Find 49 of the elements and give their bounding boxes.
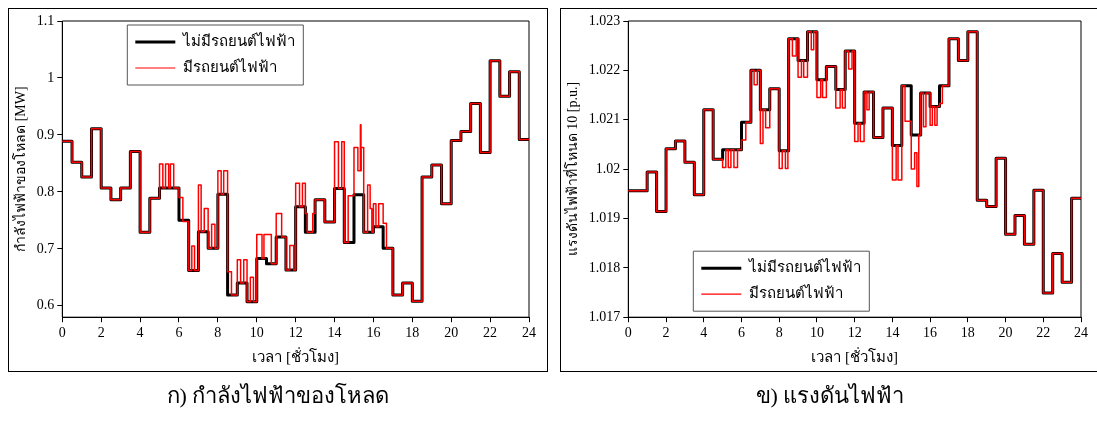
y-tick-label: 1.018: [588, 259, 621, 275]
y-tick-label: 1.019: [588, 210, 621, 226]
y-tick-label: 1.022: [588, 62, 621, 78]
y-tick-label: 0.9: [36, 126, 55, 142]
x-tick-label: 4: [136, 325, 144, 341]
x-tick-label: 16: [923, 325, 938, 341]
x-tick-label: 0: [58, 325, 66, 341]
x-tick-label: 12: [847, 325, 862, 341]
x-tick-label: 6: [175, 325, 183, 341]
y-axis-title: แรงดันไฟฟ้าที่โหนด 10 [p.u.]: [563, 81, 581, 257]
x-tick-label: 14: [885, 325, 900, 341]
x-axis-title: เวลา [ชั่วโมง]: [252, 345, 340, 365]
text: ข) แรงดันไฟฟ้า: [755, 382, 905, 410]
x-tick-label: 10: [809, 325, 824, 341]
x-tick-label: 4: [700, 325, 708, 341]
y-axis-title: กำลังไฟฟ้าของโหลด [MW]: [12, 86, 29, 252]
x-tick-label: 22: [483, 325, 498, 341]
legend-label: ไม่มีรถยนต์ไฟฟ้า: [182, 31, 296, 49]
y-tick-label: 1.02: [595, 160, 621, 176]
text: ก) กำลังไฟฟ้าของโหลด: [166, 382, 390, 410]
x-tick-label: 10: [249, 325, 264, 341]
x-tick-label: 20: [998, 325, 1013, 341]
x-tick-label: 22: [1036, 325, 1051, 341]
x-tick-label: 14: [327, 325, 342, 341]
y-tick-label: 1.017: [588, 308, 621, 324]
x-tick-label: 18: [405, 325, 420, 341]
x-tick-label: 0: [624, 325, 632, 341]
x-tick-label: 8: [214, 325, 222, 341]
y-tick-label: 1: [47, 69, 55, 85]
x-tick-label: 16: [366, 325, 381, 341]
y-tick-label: 1.1: [36, 12, 55, 28]
y-tick-label: 0.7: [36, 240, 55, 256]
y-tick-label: 0.8: [36, 183, 55, 199]
legend-label: มีรถยนต์ไฟฟ้า: [183, 57, 278, 75]
x-tick-label: 2: [97, 325, 105, 341]
x-tick-label: 6: [737, 325, 745, 341]
x-tick-label: 8: [775, 325, 783, 341]
x-tick-label: 20: [444, 325, 459, 341]
x-tick-label: 12: [288, 325, 303, 341]
x-tick-label: 2: [662, 325, 670, 341]
x-tick-label: 24: [1074, 325, 1088, 341]
x-axis-title: เวลา [ชั่วโมง]: [811, 345, 899, 365]
x-tick-label: 24: [522, 325, 536, 341]
legend-label: ไม่มีรถยนต์ไฟฟ้า: [748, 258, 862, 276]
y-tick-label: 1.021: [588, 111, 621, 127]
y-tick-label: 0.6: [36, 297, 55, 313]
legend-label: มีรถยนต์ไฟฟ้า: [749, 284, 844, 302]
x-tick-label: 18: [960, 325, 975, 341]
y-tick-label: 1.023: [588, 12, 621, 28]
